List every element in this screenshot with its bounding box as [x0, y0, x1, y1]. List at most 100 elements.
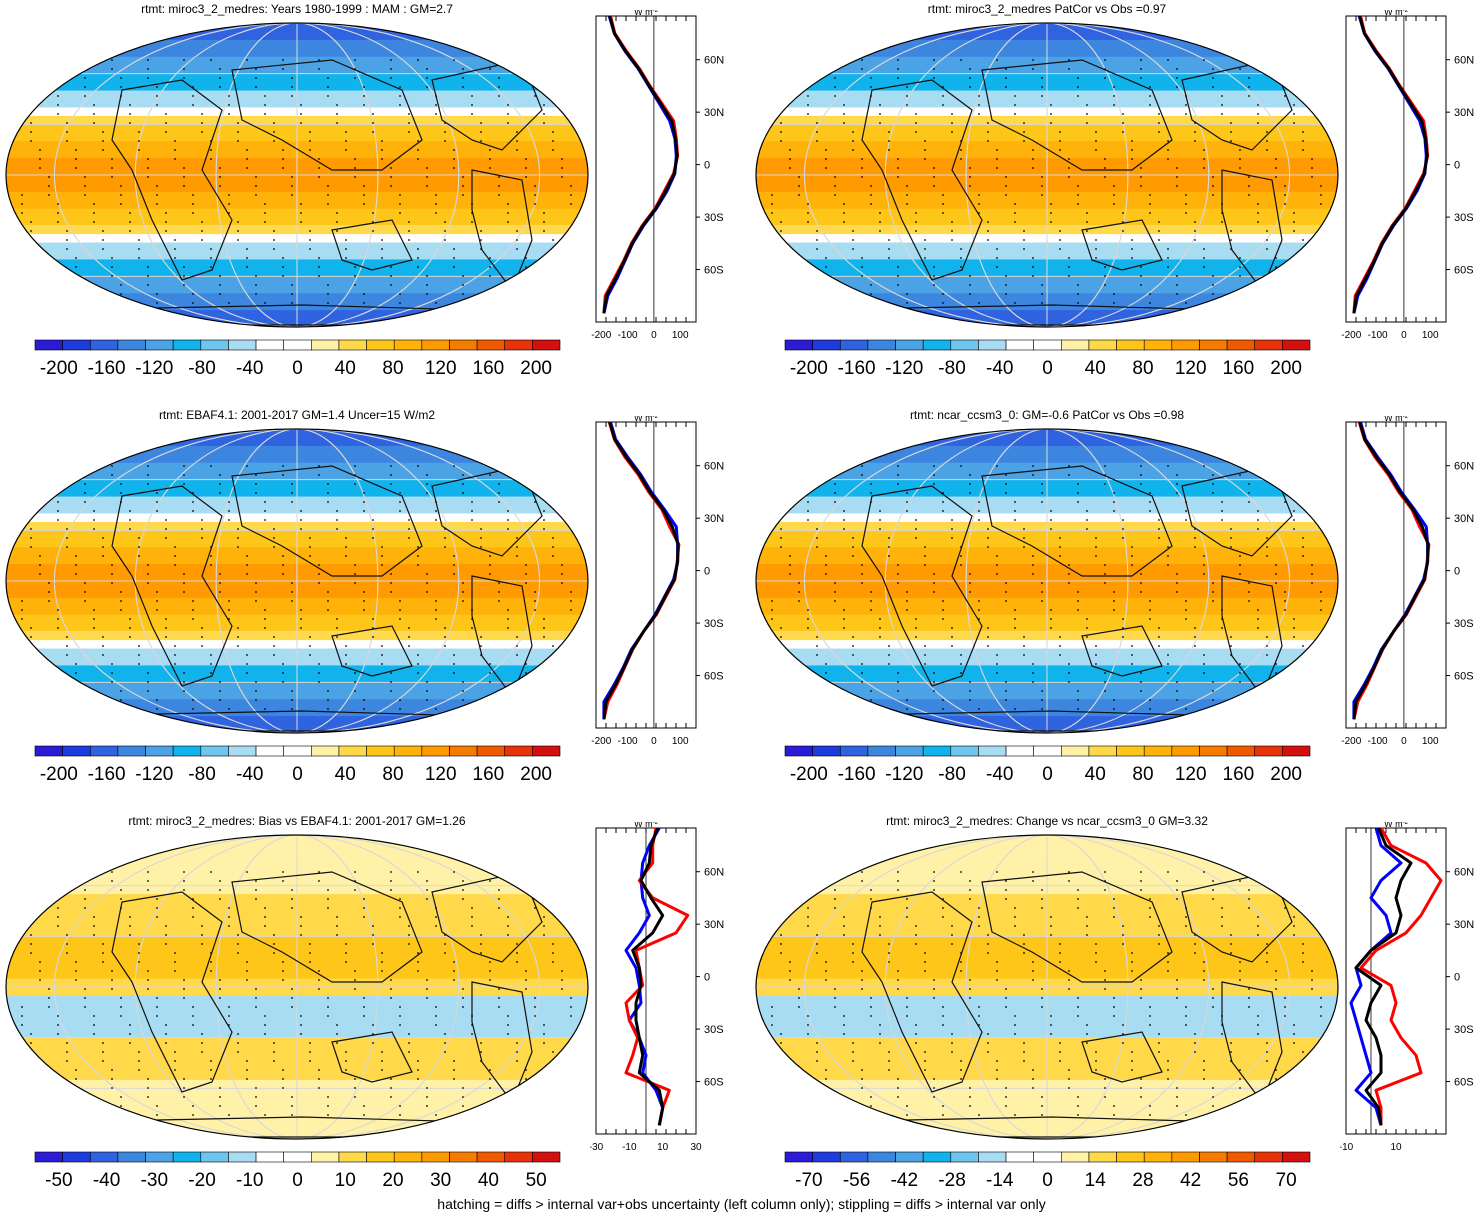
stipple-dot [129, 113, 131, 115]
stipple-dot [399, 212, 401, 214]
stipple-dot [969, 68, 971, 70]
stipple-dot [1140, 1096, 1142, 1098]
stipple-dot [354, 68, 356, 70]
stipple-dot [1257, 203, 1259, 205]
stipple-dot [1167, 672, 1169, 674]
profile-lat-label: 30N [1454, 919, 1474, 931]
stipple-dot [255, 988, 257, 990]
stipple-dot [534, 699, 536, 701]
stipple-dot [933, 681, 935, 683]
stipple-dot [915, 537, 917, 539]
stipple-dot [237, 952, 239, 954]
stipple-dot [1014, 925, 1016, 927]
stipple-dot [1266, 1060, 1268, 1062]
stipple-dot [825, 555, 827, 557]
colorbar-tick-label: 200 [520, 764, 552, 785]
stipple-dot [228, 1006, 230, 1008]
stipple-dot [1032, 970, 1034, 972]
stipple-dot [798, 898, 800, 900]
stipple-dot [1032, 871, 1034, 873]
stipple-dot [1059, 645, 1061, 647]
stipple-dot [174, 961, 176, 963]
stipple-dot [798, 185, 800, 187]
profile-line-red [1352, 15, 1430, 314]
stipple-dot [978, 95, 980, 97]
stipple-dot [915, 1024, 917, 1026]
stipple-dot [48, 185, 50, 187]
stipple-dot [489, 1078, 491, 1080]
stipple-dot [1041, 95, 1043, 97]
stipple-dot [1104, 970, 1106, 972]
stipple-dot [1212, 1087, 1214, 1089]
stipple-dot [201, 627, 203, 629]
stipple-dot [471, 627, 473, 629]
stipple-dot [1032, 979, 1034, 981]
stipple-dot [906, 501, 908, 503]
stipple-dot [192, 898, 194, 900]
stipple-dot [93, 1033, 95, 1035]
stipple-dot [1167, 654, 1169, 656]
stipple-dot [1131, 546, 1133, 548]
profile-x-tick-label: -200 [1341, 330, 1361, 340]
stipple-dot [516, 1051, 518, 1053]
stipple-dot [93, 609, 95, 611]
stipple-dot [807, 212, 809, 214]
profile-x-tick-label: -100 [1368, 330, 1388, 340]
stipple-dot [444, 546, 446, 548]
colorbar-swatch [200, 745, 229, 757]
stipple-dot [372, 636, 374, 638]
stipple-dot [435, 194, 437, 196]
stipple-dot [480, 934, 482, 936]
stipple-dot [21, 212, 23, 214]
stipple-dot [354, 681, 356, 683]
stipple-dot [372, 131, 374, 133]
stipple-dot [48, 474, 50, 476]
stipple-dot [210, 1069, 212, 1071]
colorbar-tick-label: 0 [1042, 358, 1053, 379]
stipple-dot [498, 997, 500, 999]
stipple-dot [354, 871, 356, 873]
stipple-dot [951, 645, 953, 647]
colorbar-swatch [812, 1151, 841, 1163]
stipple-dot [246, 564, 248, 566]
stipple-dot [1257, 122, 1259, 124]
stipple-dot [525, 59, 527, 61]
stipple-dot [1041, 194, 1043, 196]
stipple-dot [969, 699, 971, 701]
stipple-dot [969, 573, 971, 575]
stipple-dot [1131, 564, 1133, 566]
stipple-dot [291, 988, 293, 990]
stipple-dot [525, 465, 527, 467]
stipple-dot [1122, 221, 1124, 223]
stipple-dot [1050, 609, 1052, 611]
stipple-dot [1248, 889, 1250, 891]
stipple-dot [1131, 952, 1133, 954]
stipple-dot [1239, 663, 1241, 665]
stipple-dot [924, 257, 926, 259]
stipple-dot [390, 59, 392, 61]
stipple-dot [771, 113, 773, 115]
stipple-dot [1284, 194, 1286, 196]
stipple-dot [1275, 158, 1277, 160]
stipple-dot [273, 248, 275, 250]
stipple-dot [1167, 564, 1169, 566]
stipple-dot [1140, 185, 1142, 187]
stipple-dot [165, 212, 167, 214]
stipple-dot [933, 185, 935, 187]
stipple-dot [1284, 483, 1286, 485]
stipple-dot [75, 149, 77, 151]
stipple-dot [933, 266, 935, 268]
stipple-dot [156, 293, 158, 295]
stipple-dot [435, 203, 437, 205]
stipple-dot [264, 113, 266, 115]
stipple-dot [417, 663, 419, 665]
stipple-dot [372, 221, 374, 223]
stipple-dot [255, 1105, 257, 1107]
stipple-dot [444, 627, 446, 629]
stipple-dot [996, 979, 998, 981]
stipple-dot [552, 1051, 554, 1053]
stipple-dot [834, 194, 836, 196]
stipple-dot [1167, 465, 1169, 467]
